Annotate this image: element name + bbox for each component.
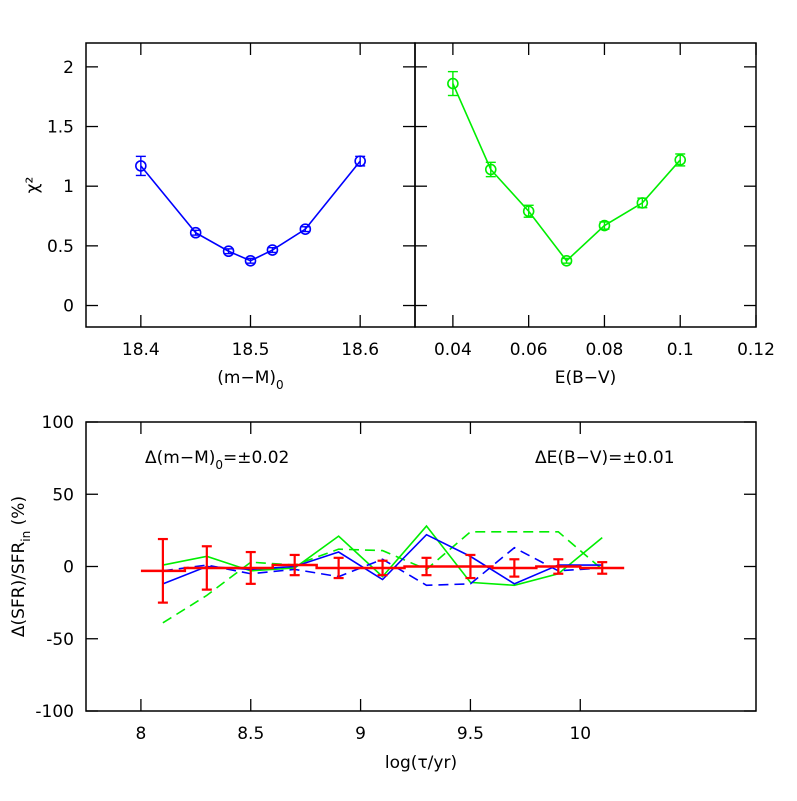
y-tick-label: 50 [52, 485, 74, 505]
y-tick-label: -100 [35, 702, 74, 722]
x-tick-label: 18.6 [341, 340, 379, 360]
y-axis-label-after: (%) [9, 496, 29, 531]
annotation-main: ΔE(B−V)=±0.01 [535, 448, 675, 468]
x-tick-label: 0.06 [510, 340, 548, 360]
series-line [140, 160, 361, 262]
x-tick-label: 18.5 [232, 340, 270, 360]
y-tick-label: 100 [42, 413, 74, 433]
error-bar [561, 257, 572, 264]
point [484, 163, 497, 176]
annotation: ΔE(B−V)=±0.01 [535, 448, 675, 468]
x-axis-label-main: E(B−V) [555, 368, 617, 388]
error-bar [597, 561, 608, 575]
plot-frame [414, 42, 757, 328]
x-axis-label-main: log(τ/yr) [385, 753, 457, 773]
y-axis-label-sub: in [19, 531, 33, 542]
annotation: Δ(m−M)0=±0.02 [145, 448, 289, 472]
annotation-main: Δ(m−M) [145, 448, 215, 468]
y-tick-label: 0 [63, 297, 74, 317]
point [266, 244, 279, 256]
x-tick-label: 8.5 [237, 724, 264, 744]
y-axis-label: Δ(SFR)/SFRin (%) [9, 496, 33, 637]
x-tick-label: 0.1 [667, 340, 694, 360]
point [560, 254, 573, 267]
error-bar [465, 553, 476, 580]
error-bar [300, 226, 311, 233]
point [222, 245, 235, 258]
point [244, 254, 257, 267]
error-bar [135, 155, 146, 177]
error-bar [223, 248, 234, 255]
y-axis-label: χ² [23, 177, 43, 194]
error-bar [553, 558, 564, 575]
y-tick-label: 0.5 [47, 237, 74, 257]
point [522, 205, 535, 218]
error-bar [421, 556, 432, 577]
error-bar [509, 558, 520, 578]
series-line [162, 546, 603, 587]
error-bar [523, 204, 534, 218]
y-axis-label-main: χ² [23, 177, 43, 194]
series-line [162, 531, 603, 624]
error-bar [245, 550, 256, 585]
x-tick-label: 0.12 [737, 340, 775, 360]
y-tick-label: -50 [46, 630, 74, 650]
x-tick-label: 9.5 [457, 724, 484, 744]
series-line [162, 524, 603, 587]
error-bar [245, 257, 256, 264]
plot-frame [85, 42, 416, 328]
y-tick-label: 0 [63, 558, 74, 578]
x-tick-label: 8 [136, 724, 147, 744]
error-bar [333, 556, 344, 580]
x-axis-label: E(B−V) [555, 368, 617, 388]
x-tick-label: 10 [569, 724, 591, 744]
y-tick-label: 1 [63, 177, 74, 197]
x-axis-label-sub: 0 [276, 378, 284, 392]
error-bar [675, 153, 686, 167]
step-line [140, 563, 625, 573]
point [299, 223, 312, 235]
x-axis-label-main: (m−M) [217, 368, 276, 388]
error-bar [157, 537, 168, 604]
error-bar [377, 559, 388, 577]
annotation-sub: 0 [215, 458, 223, 472]
x-tick-label: 9 [355, 724, 366, 744]
error-bar [201, 545, 212, 591]
point [674, 154, 687, 166]
error-bar [190, 229, 201, 236]
x-tick-label: 0.04 [434, 340, 472, 360]
x-tick-label: 18.4 [122, 340, 160, 360]
x-axis-label: log(τ/yr) [385, 753, 457, 773]
point [135, 160, 147, 172]
error-bar [289, 553, 300, 577]
y-tick-label: 1.5 [47, 118, 74, 138]
x-tick-label: 0.08 [586, 340, 624, 360]
annotation-after: =±0.02 [223, 448, 289, 468]
y-axis-label-main: Δ(SFR)/SFR [9, 542, 29, 638]
point [354, 155, 366, 167]
error-bar [447, 70, 458, 97]
point [598, 219, 611, 232]
y-tick-label: 2 [63, 58, 74, 78]
point [189, 226, 202, 239]
x-axis-label: (m−M)0 [217, 368, 283, 392]
point [447, 77, 459, 90]
error-bar [267, 246, 278, 254]
point [636, 197, 649, 209]
